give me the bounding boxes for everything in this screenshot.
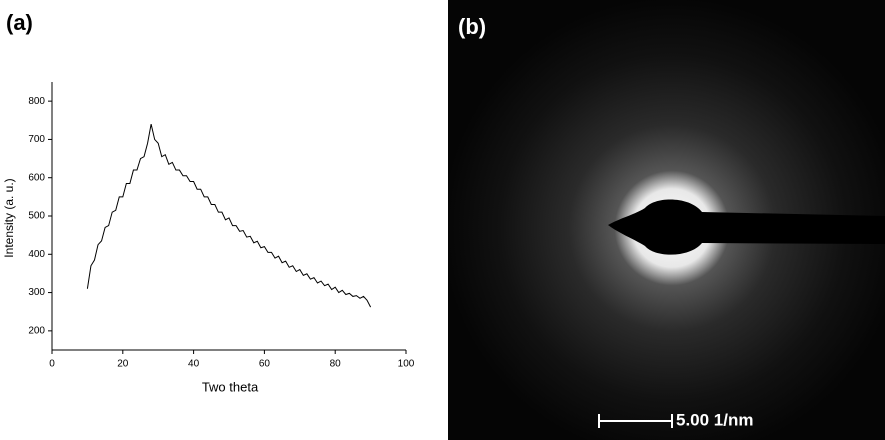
- x-tick-label: 60: [259, 359, 271, 370]
- scale-bar-label: 5.00 1/nm: [676, 410, 754, 429]
- y-tick-label: 200: [28, 325, 45, 336]
- x-tick-label: 0: [49, 359, 55, 370]
- x-tick-label: 40: [188, 359, 200, 370]
- y-tick-label: 300: [28, 287, 45, 298]
- y-tick-label: 600: [28, 172, 45, 183]
- x-axis-label: Two theta: [202, 379, 259, 394]
- diffraction-image: (b) 5.00 1/nm: [448, 0, 885, 440]
- y-axis-label: Intensity (a. u.): [2, 178, 16, 257]
- y-tick-label: 400: [28, 249, 45, 260]
- y-tick-label: 500: [28, 211, 45, 222]
- panel-label: (a): [6, 10, 33, 35]
- y-tick-label: 700: [28, 134, 45, 145]
- data-line: [86, 123, 372, 308]
- x-tick-label: 100: [398, 359, 415, 370]
- plot-area: 200 300 400 500 600 700 800 0 20 40 60 80 100: [28, 82, 415, 370]
- x-tick-label: 80: [330, 359, 342, 370]
- beam-stop: [608, 199, 885, 255]
- x-tick-label: 20: [117, 359, 129, 370]
- y-tick-label: 800: [28, 96, 45, 107]
- panel-label: (b): [458, 14, 486, 39]
